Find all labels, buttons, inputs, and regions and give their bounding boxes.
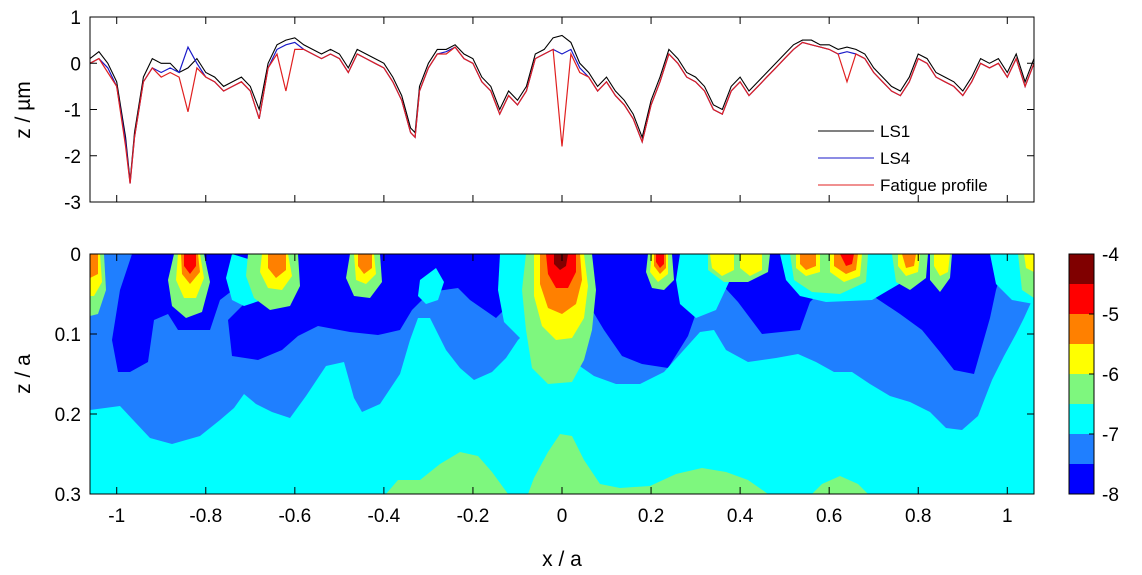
contour-xtick-label: -0.2 [457, 506, 490, 527]
contour-fill [90, 254, 1034, 494]
contour-red-center [546, 254, 576, 288]
contour-deep-green-a [386, 452, 508, 494]
contour-xtick-label: 0.6 [816, 506, 842, 527]
contour-xtick-label: 0.4 [727, 506, 754, 527]
colorbar-level [1069, 254, 1094, 284]
contour-ticks: -1 -0.8 -0.6 -0.4 -0.2 0 0.2 0.4 0.6 0.8 1 0 0.1 0.2 0… [55, 245, 1034, 527]
contour-xtick-label: -0.6 [278, 506, 311, 527]
profile-ytick-label: -2 [64, 147, 81, 168]
colorbar: -4 -5 -6 -7 -8 [1068, 245, 1119, 506]
colorbar-level [1069, 284, 1094, 314]
contour-red-f [656, 254, 664, 268]
colorbar-tick-label: -5 [1102, 305, 1119, 326]
contour-plume-yellow-h [740, 254, 762, 276]
colorbar-level [1069, 434, 1094, 464]
contour-ytick-label: 0.1 [55, 325, 81, 346]
colorbar-level [1069, 344, 1094, 374]
contour-ytick-label: 0.3 [55, 485, 81, 506]
contour-plume-yellow-l [934, 254, 950, 276]
contour-orange-i [902, 254, 916, 268]
contour-xtick-label: 0.8 [905, 506, 931, 527]
contour-red-b [184, 254, 196, 274]
contour-xtick-label: -0.4 [368, 506, 401, 527]
profile-series-lines [90, 34, 1034, 184]
contour-plume-yellow-g [710, 254, 734, 276]
contour-xtick-label: 0 [557, 506, 568, 527]
contour-xlabel: x / a [542, 548, 582, 571]
colorbar-tick-label: -7 [1102, 425, 1119, 446]
series-line-ls1 [90, 34, 1034, 182]
profile-chart: 1 0 -1 -2 -3 z / µm LS1 LS4 Fatigue profile [12, 8, 1035, 214]
legend-label-fatigue: Fatigue profile [880, 176, 988, 195]
series-line-fatigue-profile [90, 41, 1034, 184]
profile-ylabel: z / µm [12, 81, 35, 139]
contour-xtick-label: -0.8 [189, 506, 222, 527]
contour-deep-green-c [812, 476, 868, 494]
contour-level-cyan [90, 296, 1034, 494]
contour-orange-d [358, 254, 372, 274]
contour-ytick-label: 0 [70, 245, 81, 266]
contour-orange-c [268, 254, 286, 278]
colorbar-level [1069, 464, 1094, 494]
colorbar-tick-label: -8 [1102, 485, 1119, 506]
contour-ytick-label: 0.2 [55, 405, 81, 426]
colorbar-level [1069, 404, 1094, 434]
contour-xtick-label: 0.2 [638, 506, 664, 527]
legend: LS1 LS4 Fatigue profile [818, 122, 988, 195]
contour-orange-g [800, 254, 816, 270]
profile-ytick-label: 1 [70, 8, 81, 29]
legend-label-ls4: LS4 [880, 149, 910, 168]
profile-ytick-label: -1 [64, 101, 81, 122]
colorbar-tick-label: -6 [1102, 365, 1119, 386]
colorbar-blocks [1069, 254, 1094, 494]
colorbar-ticks: -4 -5 -6 -7 -8 [1089, 245, 1119, 506]
contour-darkred-center [554, 254, 568, 270]
profile-ytick-label: 0 [70, 54, 81, 75]
contour-orange-left [90, 254, 98, 278]
colorbar-level [1069, 374, 1094, 404]
contour-xtick-label: 1 [1002, 506, 1013, 527]
profile-ytick-label: -3 [64, 193, 81, 214]
contour-plume-yellow-m [1024, 254, 1034, 272]
profile-axes-box [89, 16, 1035, 203]
colorbar-level [1069, 314, 1094, 344]
contour-xtick-label: -1 [108, 506, 125, 527]
colorbar-tick-label: -4 [1102, 245, 1119, 266]
contour-red-h [840, 254, 854, 266]
contour-deep-green-b [528, 434, 768, 494]
profile-ticks: 1 0 -1 -2 -3 [64, 8, 1034, 214]
contour-chart: -1 -0.8 -0.6 -0.4 -0.2 0 0.2 0.4 0.6 0.8 1 0 0.1 0.2 0… [12, 245, 1119, 571]
contour-ylabel: z / a [12, 354, 35, 394]
legend-label-ls1: LS1 [880, 122, 910, 141]
contour-plume-cyan-b [418, 268, 444, 304]
